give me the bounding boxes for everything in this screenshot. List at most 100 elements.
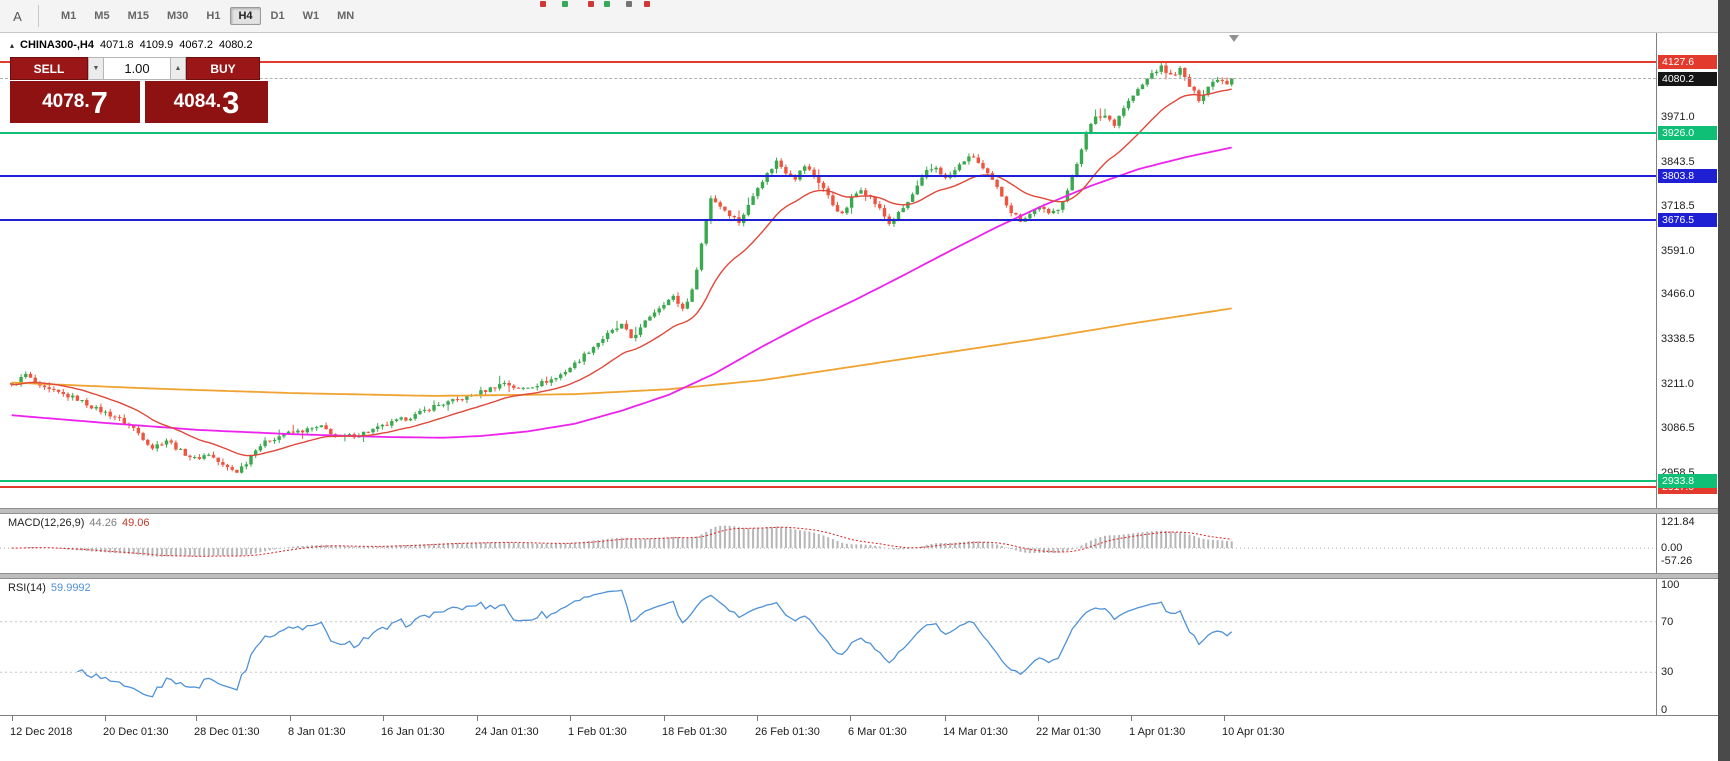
time-axis-label: 1 Apr 01:30 (1129, 726, 1186, 738)
time-tick (1224, 716, 1225, 721)
price-axis-label: 3338.5 (1661, 333, 1695, 346)
rsi-axis-label: 30 (1661, 666, 1674, 679)
buy-button[interactable]: BUY (186, 57, 260, 80)
cropped-icon (588, 1, 594, 7)
price-chart[interactable] (0, 33, 1656, 508)
time-tick (1038, 716, 1039, 721)
time-tick (12, 716, 13, 721)
rsi-axis-label: 70 (1661, 615, 1674, 628)
horizontal-line-4127.6[interactable] (0, 60, 1656, 63)
price-tag-3926.0: 3926.0 (1658, 125, 1717, 140)
rsi-pane: RSI(14) 59.9992 100 70 30 0 (0, 579, 1718, 716)
ohlc-high: 4109.9 (139, 39, 174, 51)
bid-big-digit: 7 (90, 84, 108, 120)
horizontal-line-4080.2[interactable] (0, 78, 1656, 80)
rsi-label: RSI(14) 59.9992 (8, 582, 91, 594)
price-axis-label: 3718.5 (1661, 199, 1695, 212)
time-tick (105, 716, 106, 721)
cropped-icon (626, 1, 632, 7)
macd-pane: MACD(12,26,9) 44.26 49.06 121.84 0.00 -57.… (0, 514, 1718, 573)
rsi-chart[interactable] (0, 579, 1656, 715)
horizontal-line-3676.5[interactable] (0, 219, 1656, 222)
time-tick (945, 716, 946, 721)
price-tag-3676.5: 3676.5 (1658, 213, 1717, 228)
ask-big-digit: 3 (222, 84, 240, 120)
time-tick (196, 716, 197, 721)
price-axis-label: 3971.0 (1661, 111, 1695, 123)
cropped-icon (604, 1, 610, 7)
horizontal-line-3803.8[interactable] (0, 174, 1656, 177)
time-axis-label: 28 Dec 01:30 (194, 726, 260, 738)
toolbar-separator (38, 5, 39, 27)
time-axis-label: 20 Dec 01:30 (103, 726, 169, 738)
timeframe-button-w1[interactable]: W1 (295, 7, 328, 25)
rsi-axis-label: 100 (1661, 579, 1680, 591)
bid-price[interactable]: 4078. 7 (10, 81, 140, 123)
cropped-icon (540, 1, 546, 7)
one-click-trading-panel: SELL ▼ 1.00 ▲ BUY 4078. 7 4084. 3 (10, 57, 268, 123)
text-tool-icon[interactable]: A (4, 4, 31, 28)
timeframe-button-m5[interactable]: M5 (86, 7, 117, 25)
time-tick (1131, 716, 1132, 721)
ohlc-close: 4080.2 (218, 39, 253, 51)
time-tick (757, 716, 758, 721)
time-axis-label: 16 Jan 01:30 (381, 726, 445, 738)
price-axis-label: 3466.0 (1661, 288, 1695, 301)
time-axis-label: 14 Mar 01:30 (943, 726, 1008, 738)
collapse-arrow-icon[interactable]: ▴ (10, 40, 15, 50)
price-axis-label: 3211.0 (1661, 378, 1694, 390)
time-axis-label: 1 Feb 01:30 (568, 726, 627, 738)
timeframe-button-m30[interactable]: M30 (159, 7, 196, 25)
rsi-axis[interactable]: 100 70 30 0 (1656, 579, 1718, 716)
cropped-icon (644, 1, 650, 7)
time-axis[interactable]: 12 Dec 2018 20 Dec 01:30 28 Dec 01:30 8 Jan… (0, 715, 1718, 761)
timeframe-button-d1[interactable]: D1 (263, 7, 293, 25)
macd-label: MACD(12,26,9) 44.26 49.06 (8, 517, 149, 529)
macd-main-value: 44.26 (89, 517, 117, 529)
pane-divider[interactable] (0, 508, 1718, 514)
time-tick (570, 716, 571, 721)
chart-window: ▴ CHINA300-,H4 4071.8 4109.9 4067.2 4080… (0, 33, 1718, 761)
price-axis[interactable]: 3971.0 3843.5 3718.5 3591.0 3466.0 3338.5 3211… (1656, 33, 1718, 508)
volume-input[interactable]: 1.00 (104, 57, 170, 80)
volume-increase-button[interactable]: ▲ (170, 57, 186, 80)
horizontal-line-3926[interactable] (0, 131, 1656, 134)
time-axis-label: 22 Mar 01:30 (1036, 726, 1101, 738)
horizontal-lines-layer (0, 33, 1656, 508)
timeframe-button-h1[interactable]: H1 (198, 7, 228, 25)
macd-chart[interactable] (0, 514, 1656, 573)
time-axis-label: 6 Mar 01:30 (848, 726, 907, 738)
timeframe-button-mn[interactable]: MN (329, 7, 362, 25)
caret-down-icon: ▼ (92, 65, 100, 72)
macd-axis-label: 121.84 (1661, 515, 1695, 528)
macd-name: MACD(12,26,9) (8, 517, 85, 529)
time-axis-label: 8 Jan 01:30 (288, 726, 346, 738)
horizontal-line-2933.8[interactable] (0, 480, 1656, 483)
vertical-scrollbar[interactable] (1718, 0, 1730, 761)
chart-shift-marker[interactable] (1229, 35, 1239, 42)
ask-price[interactable]: 4084. 3 (145, 81, 268, 123)
price-axis-label: 3843.5 (1661, 155, 1695, 168)
rsi-value: 59.9992 (50, 582, 91, 594)
timeframe-button-h4[interactable]: H4 (230, 7, 261, 25)
time-tick (664, 716, 665, 721)
timeframe-button-m1[interactable]: M1 (53, 7, 84, 25)
timeframe-button-m15[interactable]: M15 (120, 7, 157, 25)
rsi-name: RSI(14) (8, 582, 46, 594)
ask-main-digits: 4084. (173, 91, 222, 112)
chart-title: ▴ CHINA300-,H4 4071.8 4109.9 4067.2 4080… (10, 39, 253, 51)
time-axis-label: 26 Feb 01:30 (755, 726, 820, 738)
pane-divider[interactable] (0, 573, 1718, 579)
macd-axis-label: -57.26 (1661, 554, 1693, 567)
timeframe-toolbar: M1 M5 M15 M30 H1 H4 D1 W1 MN (52, 7, 363, 25)
horizontal-line-2917[interactable] (0, 486, 1656, 489)
macd-axis[interactable]: 121.84 0.00 -57.26 (1656, 514, 1718, 573)
time-tick (850, 716, 851, 721)
sell-button[interactable]: SELL (10, 57, 88, 80)
caret-up-icon: ▲ (174, 65, 182, 72)
volume-decrease-button[interactable]: ▼ (88, 57, 104, 80)
cropped-icon (562, 1, 568, 7)
price-axis-label: 3591.0 (1661, 244, 1695, 257)
time-tick (383, 716, 384, 721)
